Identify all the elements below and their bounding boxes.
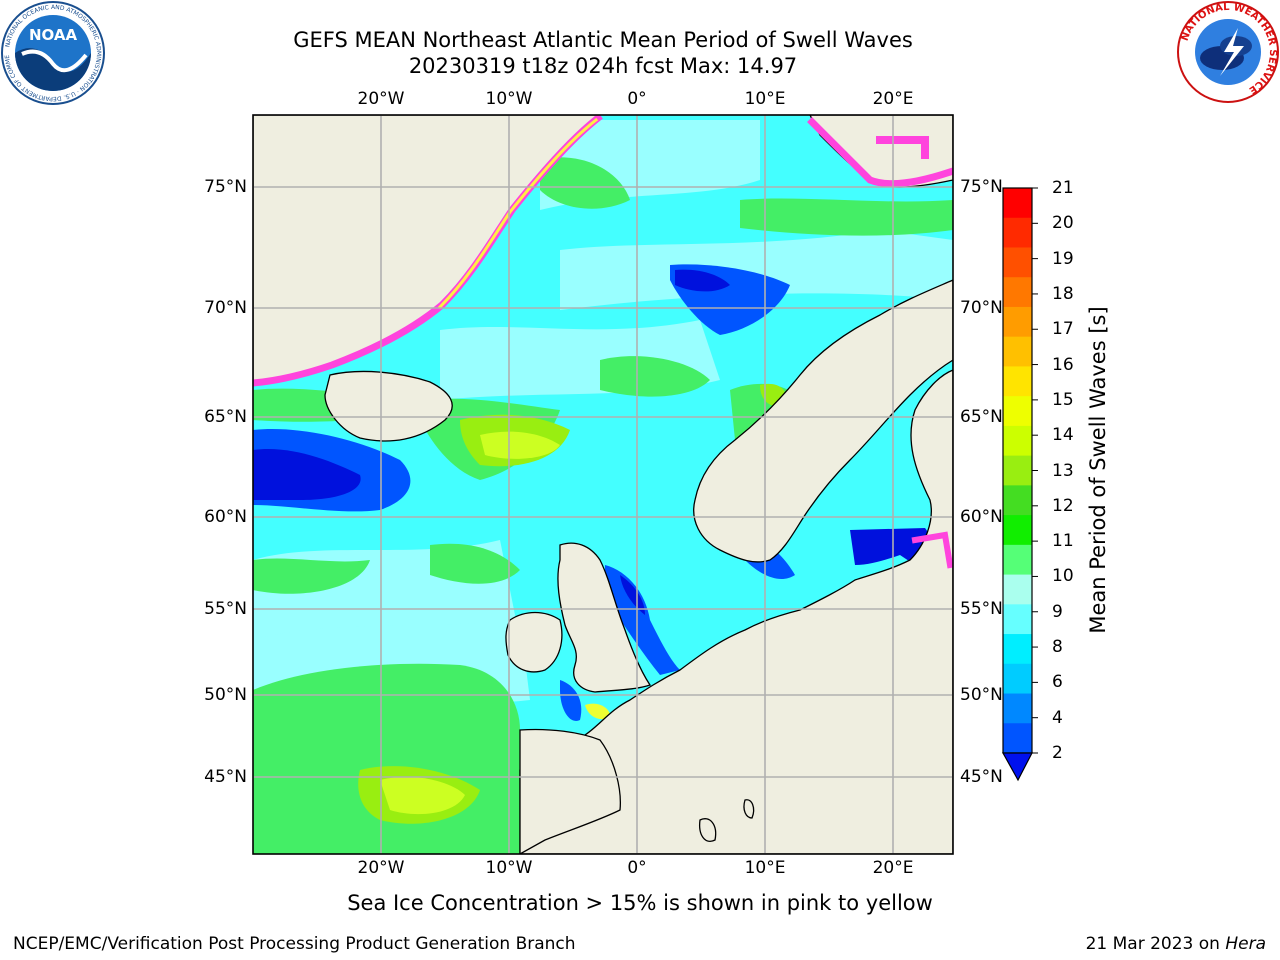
lat-label-right-45n: 45°N <box>960 767 1003 787</box>
sea-ice-footnote-text: Sea Ice Concentration > 15% is shown in … <box>347 891 933 915</box>
sea-ice-footnote: Sea Ice Concentration > 15% is shown in … <box>0 891 1280 915</box>
sea-ice-edges <box>253 115 953 569</box>
colorbar-tick-label: 13 <box>1052 460 1074 481</box>
colorbar-segment <box>1003 455 1032 486</box>
lat-label-right-65n: 65°N <box>960 407 1003 427</box>
colorbar-segment <box>1003 425 1032 457</box>
lon-label-bottom-20e: 20°E <box>872 858 914 878</box>
lat-label-right-75n: 75°N <box>960 177 1003 197</box>
colorbar-tick-label: 21 <box>1052 178 1074 198</box>
lon-label-bottom-10e: 10°E <box>744 858 786 878</box>
colorbar-extend-arrow <box>1001 752 1033 782</box>
colorbar-tick-label: 2 <box>1052 743 1063 763</box>
colorbar-segment <box>1003 663 1032 695</box>
colorbar-tick-label: 6 <box>1052 672 1063 693</box>
colorbar-tick-label: 15 <box>1052 389 1074 410</box>
colorbar-tick-label: 10 <box>1052 566 1074 587</box>
colorbar-segment <box>1003 277 1032 308</box>
lon-label-top-10w: 10°W <box>485 89 533 109</box>
lon-label-top-10e: 10°E <box>744 89 786 109</box>
lon-label-top-0: 0° <box>627 89 647 109</box>
colorbar-segment <box>1003 485 1032 516</box>
colorbar-tick-label: 12 <box>1052 495 1074 516</box>
lon-label-bottom-0: 0° <box>627 858 647 878</box>
lon-label-bottom-10w: 10°W <box>485 858 533 878</box>
colorbar-segment <box>1003 604 1032 635</box>
map-frame <box>252 114 954 855</box>
lat-label-right-55n: 55°N <box>960 599 1003 619</box>
lat-label-left-55n: 55°N <box>204 599 247 619</box>
colorbar-tick-label: 9 <box>1052 601 1063 622</box>
lon-label-top-20w: 20°W <box>357 89 405 109</box>
colorbar-title: Mean Period of Swell Waves [s] <box>1086 306 1110 634</box>
run-date-credit: 21 Mar 2023 on Hera <box>1086 934 1266 954</box>
lon-label-top-20e: 20°E <box>872 89 914 109</box>
colorbar-segment <box>1003 634 1032 665</box>
lon-label-bottom-20w: 20°W <box>357 858 405 878</box>
colorbar-segment <box>1003 544 1032 576</box>
lat-label-left-70n: 70°N <box>204 298 247 318</box>
noaa-logo: NATIONAL OCEANIC AND ATMOSPHERIC ADMINIS… <box>0 0 105 105</box>
colorbar-tick-label: 11 <box>1052 531 1074 552</box>
colorbar-tick-label: 17 <box>1052 319 1074 340</box>
colorbar-segment <box>1003 396 1032 427</box>
nws-logo: NATIONAL WEATHER SERVICE <box>1177 1 1279 103</box>
colorbar-tick-label: 18 <box>1052 283 1074 304</box>
colorbar-segment <box>1003 336 1032 368</box>
lat-label-left-65n: 65°N <box>204 407 247 427</box>
land-masses <box>253 115 953 854</box>
lat-label-left-50n: 50°N <box>204 685 247 705</box>
colorbar-segment <box>1003 247 1032 278</box>
colorbar-tick-label: 14 <box>1052 425 1074 446</box>
colorbar-tick-label: 20 <box>1052 213 1074 234</box>
colorbar-tick-label: 8 <box>1052 637 1063 658</box>
colorbar <box>1003 187 1038 754</box>
lat-label-left-60n: 60°N <box>204 507 247 527</box>
colorbar-segment <box>1003 693 1032 724</box>
colorbar-segment <box>1003 574 1032 605</box>
lat-label-right-60n: 60°N <box>960 507 1003 527</box>
colorbar-segment <box>1003 188 1032 219</box>
graticule <box>253 115 953 854</box>
colorbar-segment <box>1003 723 1032 754</box>
colorbar-tick-label: 4 <box>1052 707 1063 728</box>
colorbar-segment <box>1003 366 1032 397</box>
colorbar-tick-label: 19 <box>1052 248 1074 269</box>
noaa-text: NOAA <box>29 26 78 44</box>
map-subtitle: 20230319 t18z 024h fcst Max: 14.97 <box>408 54 798 78</box>
lat-label-right-50n: 50°N <box>960 685 1003 705</box>
run-date: 21 Mar 2023 on <box>1085 934 1226 954</box>
lat-label-left-75n: 75°N <box>204 177 247 197</box>
run-host: Hera <box>1225 934 1266 954</box>
map-area <box>253 115 953 854</box>
lat-label-left-45n: 45°N <box>204 767 247 787</box>
colorbar-segment <box>1003 515 1032 546</box>
colorbar-segment <box>1003 217 1032 249</box>
colorbar-tick-label: 16 <box>1052 354 1074 375</box>
map-title: GEFS MEAN Northeast Atlantic Mean Period… <box>293 28 913 52</box>
lat-label-right-70n: 70°N <box>960 298 1003 318</box>
producer-credit: NCEP/EMC/Verification Post Processing Pr… <box>13 934 576 954</box>
colorbar-segment <box>1003 306 1032 338</box>
